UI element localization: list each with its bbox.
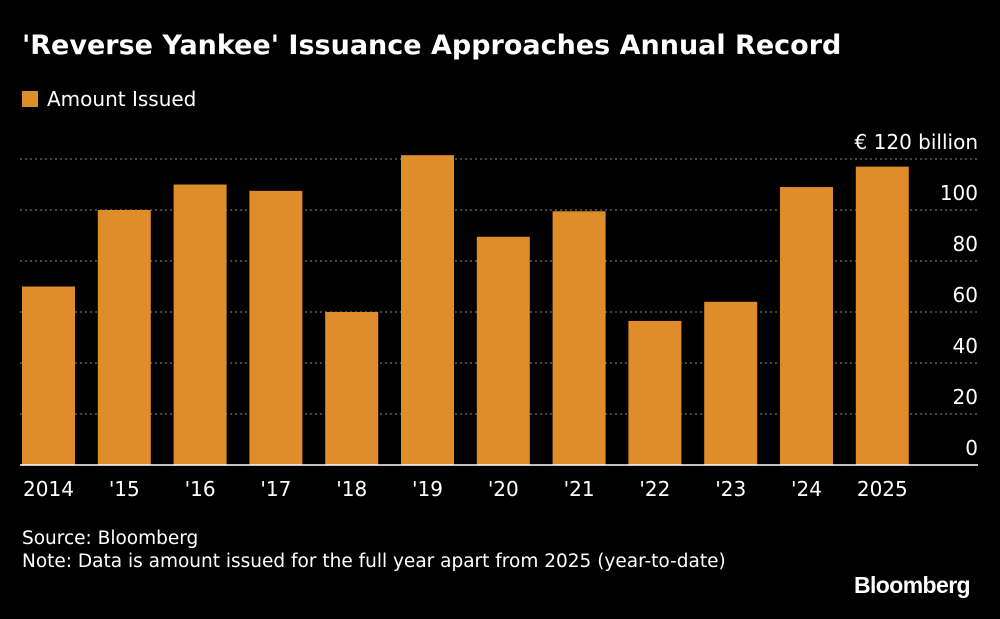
source-note: Source: Bloomberg — [22, 528, 199, 549]
y-tick-label: 20 — [953, 385, 978, 409]
x-tick-label: '15 — [109, 477, 140, 501]
x-tick-label: '24 — [791, 477, 822, 501]
chart-footer: Source: Bloomberg Note: Data is amount i… — [22, 527, 742, 573]
y-tick-label: € 120 billion — [855, 130, 978, 154]
legend-label: Amount Issued — [47, 87, 197, 111]
legend: Amount Issued — [22, 87, 196, 111]
bar — [628, 320, 682, 465]
x-tick-label: '18 — [336, 477, 367, 501]
bar — [780, 187, 833, 466]
x-tick-label: 2014 — [23, 477, 74, 501]
legend-swatch — [22, 91, 38, 107]
data-note: Note: Data is amount issued for the full… — [22, 551, 726, 572]
bar — [704, 301, 758, 465]
y-axis-tick-labels: 0 20 40 60 80 100 € 120 billion — [855, 130, 978, 460]
y-tick-label: 40 — [953, 334, 978, 358]
bar — [325, 312, 379, 465]
bar — [97, 210, 151, 465]
bar — [855, 166, 909, 465]
x-tick-label: '19 — [412, 477, 443, 501]
bar — [22, 286, 75, 465]
bloomberg-logo: Bloomberg — [854, 572, 971, 598]
bars — [22, 155, 909, 466]
bar — [476, 236, 530, 465]
x-tick-label: '16 — [185, 477, 216, 501]
y-tick-label: 100 — [940, 181, 978, 205]
bar — [173, 184, 227, 465]
y-tick-label: 80 — [953, 232, 978, 256]
bar — [401, 155, 454, 466]
x-tick-label: '22 — [639, 477, 670, 501]
x-axis-tick-labels: 2014 '15 '16 '17 '18 '19 '20 '21 '22 '23 '24 2025 — [23, 477, 908, 501]
x-tick-label: '21 — [564, 477, 595, 501]
y-tick-label: 0 — [965, 436, 978, 460]
chart-title: 'Reverse Yankee' Issuance Approaches Ann… — [22, 30, 842, 61]
bar — [249, 190, 303, 465]
x-tick-label: '17 — [260, 477, 291, 501]
x-tick-label: '20 — [488, 477, 519, 501]
y-tick-label: 60 — [953, 283, 978, 307]
bar — [552, 211, 606, 465]
x-tick-label: '23 — [715, 477, 746, 501]
x-tick-label: 2025 — [857, 477, 908, 501]
